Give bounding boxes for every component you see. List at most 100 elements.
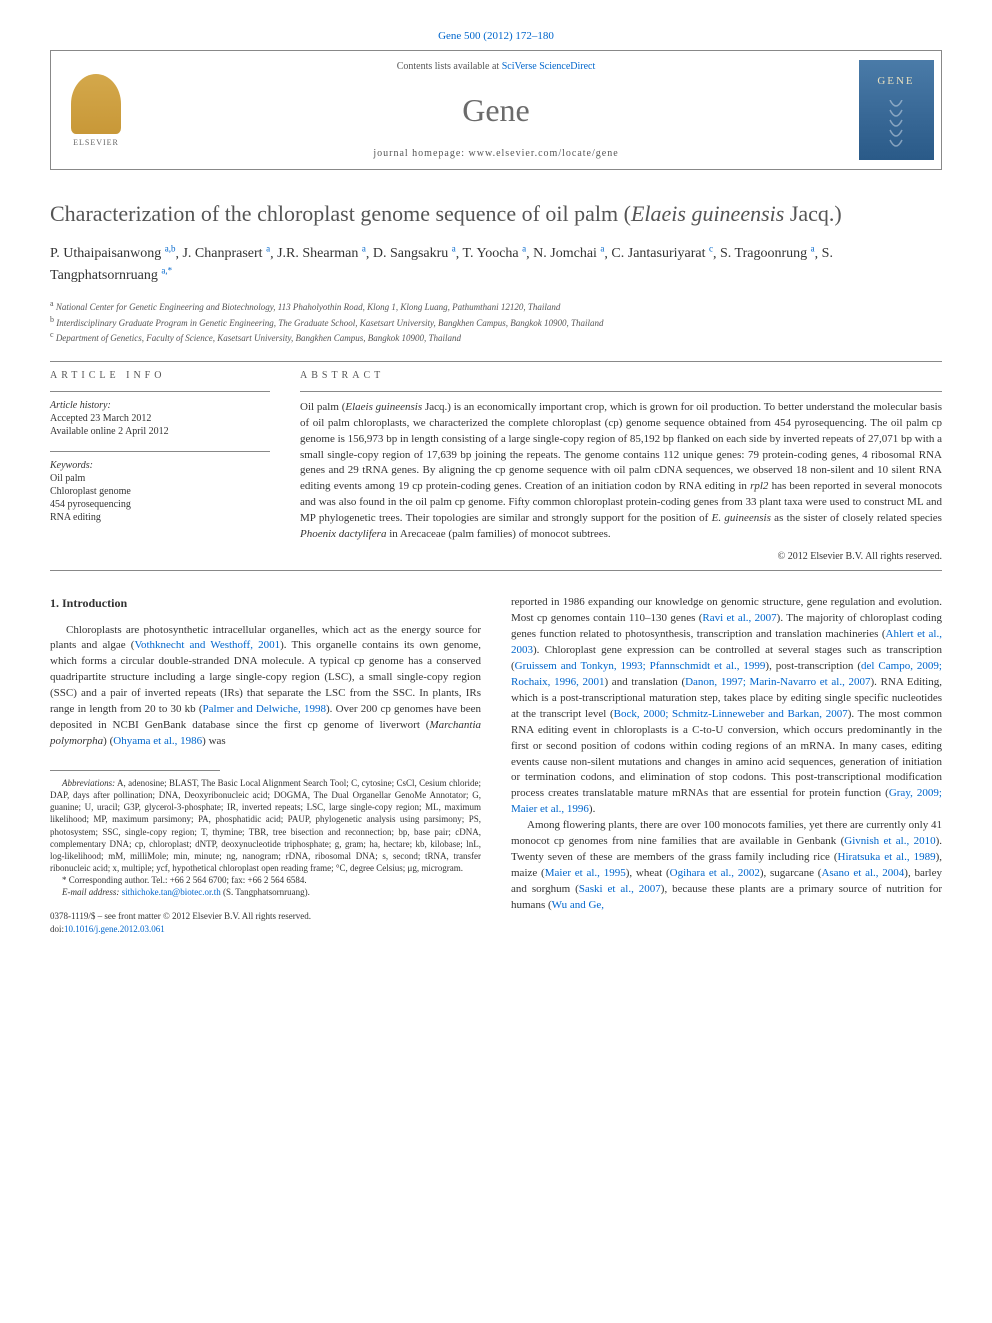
- left-column: 1. Introduction Chloroplasts are photosy…: [50, 595, 481, 936]
- keyword: 454 pyrosequencing: [50, 499, 270, 510]
- affiliation-line: a National Center for Genetic Engineerin…: [50, 298, 942, 314]
- corresponding-author-footnote: * Corresponding author. Tel.: +66 2 564 …: [50, 874, 481, 886]
- citation-link[interactable]: Maier et al., 1995: [545, 867, 626, 879]
- dna-helix-icon: [886, 100, 906, 150]
- online-date: Available online 2 April 2012: [50, 426, 270, 437]
- journal-homepage: journal homepage: www.elsevier.com/locat…: [373, 148, 618, 159]
- body-columns: 1. Introduction Chloroplasts are photosy…: [50, 595, 942, 936]
- citation-link[interactable]: Palmer and Delwiche, 1998: [203, 703, 326, 715]
- author: T. Yoocha a: [463, 246, 527, 261]
- abbreviations-footnote: Abbreviations: A, adenosine; BLAST, The …: [50, 777, 481, 874]
- author: P. Uthaipaisanwong a,b: [50, 246, 175, 261]
- footer-meta: 0378-1119/$ – see front matter © 2012 El…: [50, 910, 481, 936]
- intro-paragraph-right-2: Among flowering plants, there are over 1…: [511, 818, 942, 914]
- citation-link[interactable]: Ogihara et al., 2002: [670, 867, 760, 879]
- sciencedirect-link[interactable]: SciVerse ScienceDirect: [502, 61, 596, 72]
- abstract-heading: ABSTRACT: [300, 370, 942, 381]
- title-plain: Characterization of the chloroplast geno…: [50, 201, 631, 226]
- citation-link[interactable]: Givnish et al., 2010: [844, 835, 935, 847]
- abstract-text: Oil palm (Elaeis guineensis Jacq.) is an…: [300, 400, 942, 543]
- author-affiliation-sup: a: [266, 244, 270, 254]
- email-label: E-mail address:: [62, 887, 119, 897]
- journal-reference: Gene 500 (2012) 172–180: [50, 30, 942, 42]
- citation-link[interactable]: Ahlert et al., 2003: [511, 628, 942, 656]
- journal-ref-link[interactable]: Gene 500 (2012) 172–180: [438, 30, 554, 42]
- citation-link[interactable]: Bock, 2000; Schmitz-Linneweber and Barka…: [614, 708, 848, 720]
- citation-link[interactable]: Ravi et al., 2007: [702, 612, 776, 624]
- abstract-divider: [300, 391, 942, 392]
- citation-link[interactable]: Danon, 1997; Marin-Navarro et al., 2007: [685, 676, 870, 688]
- author-affiliation-sup: a: [452, 244, 456, 254]
- email-tail: (S. Tangphatsornruang).: [221, 887, 310, 897]
- journal-header: ELSEVIER Contents lists available at Sci…: [50, 50, 942, 170]
- citation-link[interactable]: Ohyama et al., 1986: [113, 735, 202, 747]
- italic-term: Phoenix dactylifera: [300, 528, 386, 540]
- section-1-heading: 1. Introduction: [50, 595, 481, 612]
- abstract-copyright: © 2012 Elsevier B.V. All rights reserved…: [300, 551, 942, 562]
- author: J. Chanprasert a: [182, 246, 270, 261]
- author-affiliation-sup: a: [600, 244, 604, 254]
- right-column: reported in 1986 expanding our knowledge…: [511, 595, 942, 936]
- author: C. Jantasuriyarat c: [611, 246, 713, 261]
- keyword: RNA editing: [50, 512, 270, 523]
- article-info-divider: [50, 391, 270, 392]
- journal-name: Gene: [462, 92, 530, 129]
- keywords-label: Keywords:: [50, 460, 270, 471]
- affiliation-line: c Department of Genetics, Faculty of Sci…: [50, 329, 942, 345]
- abbrev-label: Abbreviations:: [62, 778, 115, 788]
- italic-term: rpl2: [750, 480, 768, 492]
- author-affiliation-sup: a: [811, 244, 815, 254]
- contents-available-line: Contents lists available at SciVerse Sci…: [397, 61, 596, 72]
- article-title: Characterization of the chloroplast geno…: [50, 200, 942, 229]
- citation-link[interactable]: Asano et al., 2004: [821, 867, 904, 879]
- citation-link[interactable]: Wu and Ge,: [552, 899, 604, 911]
- elsevier-logo-text: ELSEVIER: [73, 138, 119, 147]
- title-species: Elaeis guineensis: [631, 201, 784, 226]
- divider-top: [50, 361, 942, 362]
- intro-paragraph-left: Chloroplasts are photosynthetic intracel…: [50, 623, 481, 751]
- cover-title: GENE: [877, 75, 914, 87]
- keywords-divider: [50, 451, 270, 452]
- author-affiliation-sup: a,b: [165, 244, 176, 254]
- citation-link[interactable]: Saski et al., 2007: [579, 883, 661, 895]
- affiliation-line: b Interdisciplinary Graduate Program in …: [50, 314, 942, 330]
- author: N. Jomchai a: [533, 246, 604, 261]
- citation-link[interactable]: Gruissem and Tonkyn, 1993; Pfannschmidt …: [515, 660, 766, 672]
- abbrev-text: A, adenosine; BLAST, The Basic Local Ali…: [50, 778, 481, 873]
- italic-term: Elaeis guineensis: [345, 401, 422, 413]
- accepted-date: Accepted 23 March 2012: [50, 413, 270, 424]
- publisher-logo-area: ELSEVIER: [51, 51, 141, 169]
- author: D. Sangsakru a: [373, 246, 456, 261]
- doi-prefix: doi:: [50, 924, 64, 934]
- abstract-column: ABSTRACT Oil palm (Elaeis guineensis Jac…: [300, 370, 942, 562]
- author-affiliation-sup: c: [709, 244, 713, 254]
- email-link[interactable]: sithichoke.tan@biotec.or.th: [122, 887, 221, 897]
- footnotes-divider: [50, 770, 220, 771]
- email-footnote: E-mail address: sithichoke.tan@biotec.or…: [50, 886, 481, 898]
- italic-term: E. guineensis: [712, 512, 771, 524]
- citation-link[interactable]: Vothknecht and Westhoff, 2001: [134, 639, 280, 651]
- doi-line: doi:10.1016/j.gene.2012.03.061: [50, 923, 481, 936]
- author-affiliation-sup: a: [362, 244, 366, 254]
- author-list: P. Uthaipaisanwong a,b, J. Chanprasert a…: [50, 243, 942, 286]
- author: S. Tragoonrung a: [720, 246, 815, 261]
- journal-cover-area: GENE: [851, 51, 941, 169]
- homepage-label: journal homepage:: [373, 148, 468, 159]
- history-label: Article history:: [50, 400, 270, 411]
- keyword: Oil palm: [50, 473, 270, 484]
- citation-link[interactable]: Gray, 2009; Maier et al., 1996: [511, 787, 942, 815]
- contents-prefix: Contents lists available at: [397, 61, 502, 72]
- author: J.R. Shearman a: [277, 246, 366, 261]
- header-center: Contents lists available at SciVerse Sci…: [141, 51, 851, 169]
- author-affiliation-sup: a: [522, 244, 526, 254]
- citation-link[interactable]: Hiratsuka et al., 1989: [838, 851, 936, 863]
- title-tail: Jacq.): [784, 201, 841, 226]
- homepage-url[interactable]: www.elsevier.com/locate/gene: [469, 148, 619, 159]
- article-info-column: ARTICLE INFO Article history: Accepted 2…: [50, 370, 270, 562]
- gene-journal-cover[interactable]: GENE: [859, 60, 934, 160]
- elsevier-logo[interactable]: ELSEVIER: [61, 65, 131, 155]
- issn-line: 0378-1119/$ – see front matter © 2012 El…: [50, 910, 481, 923]
- intro-paragraph-right-1: reported in 1986 expanding our knowledge…: [511, 595, 942, 818]
- doi-link[interactable]: 10.1016/j.gene.2012.03.061: [64, 924, 165, 934]
- meta-abstract-row: ARTICLE INFO Article history: Accepted 2…: [50, 370, 942, 562]
